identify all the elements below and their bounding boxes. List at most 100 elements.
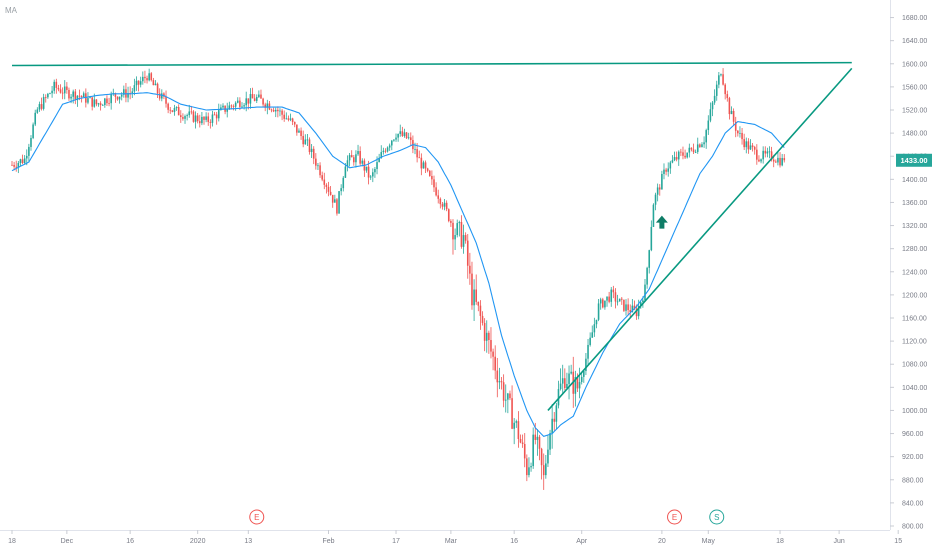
y-tick-label: 1640.00 (902, 38, 927, 45)
candle-body (70, 96, 72, 99)
candle-body (538, 436, 541, 449)
candle-body (30, 138, 32, 147)
candle-body (23, 158, 26, 164)
y-tick-label: 840.00 (902, 500, 924, 507)
candle-body (177, 107, 180, 116)
y-tick-label: 1360.00 (902, 200, 927, 207)
candle-body (743, 139, 745, 148)
earnings-event-marker[interactable]: E (667, 509, 683, 525)
candle-body (620, 298, 623, 300)
candle-body (215, 114, 218, 119)
candle-body (747, 141, 750, 150)
candle-body (296, 124, 298, 133)
candle-body (308, 139, 311, 153)
x-tick-label: 2020 (190, 538, 206, 545)
candle-body (251, 94, 254, 99)
candle-body (44, 97, 47, 98)
candle-body (161, 93, 163, 99)
candle-body (342, 177, 345, 189)
candle-body (236, 100, 239, 103)
candle-body (399, 131, 402, 134)
candle-body (11, 164, 13, 166)
candle-body (781, 158, 783, 166)
candle-body (317, 165, 319, 167)
candle-body (462, 235, 465, 247)
candle-body (203, 116, 205, 120)
candle-body (614, 292, 617, 302)
last-price-label: 1433.00 (896, 153, 932, 167)
candle-body (663, 169, 665, 174)
candle-body (249, 94, 252, 104)
candle-body (47, 93, 49, 98)
candle-body (532, 434, 534, 467)
candle-body (528, 467, 530, 476)
candle-body (549, 433, 551, 450)
candle-body (686, 152, 688, 158)
candle-body (658, 187, 661, 190)
candle-body (350, 155, 353, 158)
candle-body (599, 299, 602, 304)
candle-body (551, 418, 553, 434)
candle-body (627, 304, 629, 311)
x-tick-label: Feb (322, 538, 334, 545)
moving-average-line (11, 92, 785, 438)
x-tick-label: 13 (244, 538, 252, 545)
candle-body (331, 194, 334, 203)
candle-body (661, 173, 663, 190)
candle-body (340, 188, 342, 192)
candle-body (481, 315, 484, 323)
candle-body (490, 340, 492, 352)
y-tick-label: 880.00 (902, 477, 924, 484)
indicator-label: MA (5, 6, 17, 15)
candle-body (703, 142, 705, 145)
candle-body (42, 97, 45, 109)
candle-body (156, 83, 159, 94)
candle-body (471, 273, 473, 306)
price-axis: 800.00 840.00 880.00 920.00 960.00 1000.00 104… (890, 0, 932, 531)
candle-body (353, 157, 355, 163)
candle-body (196, 115, 199, 122)
candle-body (648, 250, 651, 268)
candle-body (513, 422, 515, 429)
candle-body (247, 98, 250, 104)
candle-body (673, 157, 676, 161)
earnings-event-marker[interactable]: E (249, 509, 265, 525)
candle-body (82, 93, 85, 97)
candle-body (192, 111, 195, 122)
candle-body (779, 157, 781, 166)
candle-body (355, 154, 357, 163)
candle-body (123, 89, 125, 95)
candle-body (454, 235, 456, 240)
candle-body (517, 421, 520, 439)
candle-body (74, 91, 77, 101)
candle-body (298, 130, 300, 133)
candle-body (321, 175, 323, 180)
candle-body (131, 91, 134, 94)
candle-body (475, 289, 477, 302)
candle-body (557, 389, 560, 406)
candle-body (232, 106, 235, 107)
candle-body (587, 344, 589, 359)
split-event-marker[interactable]: S (709, 509, 725, 525)
candle-body (452, 222, 454, 240)
candle-body (319, 165, 321, 176)
candle-body (682, 152, 684, 156)
candle-body (135, 80, 138, 86)
y-tick-label: 1000.00 (902, 408, 927, 415)
candle-body (511, 398, 513, 429)
y-tick-label: 1160.00 (902, 316, 927, 323)
candle-body (365, 166, 368, 171)
candle-body (315, 158, 317, 166)
candle-body (542, 465, 545, 476)
candle-body (175, 107, 178, 109)
candle-body (40, 104, 43, 109)
x-tick-label: 16 (126, 538, 134, 545)
candle-body (137, 80, 140, 85)
candle-body (25, 155, 28, 159)
candle-body (104, 98, 106, 106)
y-tick-label: 1240.00 (902, 269, 927, 276)
candle-body (435, 187, 437, 196)
candle-body (504, 399, 507, 401)
